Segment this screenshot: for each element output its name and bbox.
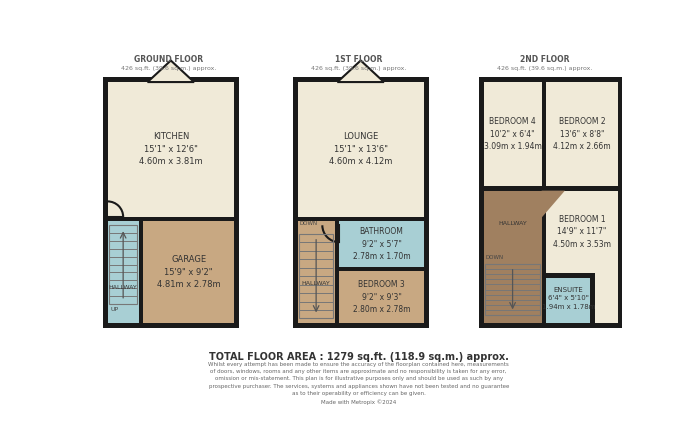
Bar (546, 273, 591, 323)
Text: HALLWAY: HALLWAY (302, 281, 330, 286)
Bar (335, 221, 339, 323)
Bar (546, 82, 617, 186)
Bar (485, 264, 540, 315)
Bar (293, 77, 428, 328)
Text: 2ND FLOOR: 2ND FLOOR (520, 55, 570, 63)
Text: BEDROOM 1
14'9" x 11'7"
4.50m x 3.53m: BEDROOM 1 14'9" x 11'7" 4.50m x 3.53m (553, 215, 611, 249)
Polygon shape (337, 60, 384, 82)
Bar (108, 221, 139, 323)
Bar (340, 271, 424, 323)
Bar (479, 186, 622, 191)
Text: KITCHEN
15'1" x 12'6"
4.60m x 3.81m: KITCHEN 15'1" x 12'6" 4.60m x 3.81m (139, 132, 202, 166)
Text: GROUND FLOOR: GROUND FLOOR (134, 55, 204, 63)
Text: 426 sq.ft. (39.6 sq.m.) approx.: 426 sq.ft. (39.6 sq.m.) approx. (121, 66, 216, 70)
Bar (484, 82, 542, 186)
Bar (484, 191, 542, 323)
Bar (103, 217, 239, 221)
Bar (298, 221, 335, 323)
Bar (108, 82, 234, 217)
Text: 1ST FLOOR: 1ST FLOOR (335, 55, 382, 63)
Text: DOWN: DOWN (486, 255, 504, 260)
Text: UP: UP (111, 307, 119, 312)
Bar (299, 234, 333, 319)
Text: DOWN: DOWN (300, 220, 318, 226)
Polygon shape (148, 60, 194, 82)
Text: 426 sq.ft. (39.6 sq.m.) approx.: 426 sq.ft. (39.6 sq.m.) approx. (311, 66, 407, 70)
Text: BEDROOM 3
9'2" x 9'3"
2.80m x 2.78m: BEDROOM 3 9'2" x 9'3" 2.80m x 2.78m (353, 280, 410, 314)
Text: Whilst every attempt has been made to ensure the accuracy of the floorplan conta: Whilst every attempt has been made to en… (209, 362, 509, 405)
Bar (546, 273, 591, 278)
Bar (144, 221, 234, 323)
Polygon shape (542, 191, 565, 217)
Bar (293, 217, 428, 221)
Text: HALLWAY: HALLWAY (498, 221, 527, 226)
Text: LOUNGE
15'1" x 13'6"
4.60m x 4.12m: LOUNGE 15'1" x 13'6" 4.60m x 4.12m (329, 132, 393, 166)
Text: 426 sq.ft. (39.6 sq.m.) approx.: 426 sq.ft. (39.6 sq.m.) approx. (497, 66, 592, 70)
Text: GARAGE
15'9" x 9'2"
4.81m x 2.78m: GARAGE 15'9" x 9'2" 4.81m x 2.78m (157, 255, 220, 289)
Bar (139, 221, 143, 323)
Bar (542, 191, 546, 323)
Bar (298, 82, 424, 217)
Bar (546, 191, 617, 323)
Bar (340, 221, 424, 267)
Bar (542, 82, 546, 186)
Text: BATHROOM
9'2" x 5'7"
2.78m x 1.70m: BATHROOM 9'2" x 5'7" 2.78m x 1.70m (353, 227, 410, 261)
Text: ENSUITE
6'4" x 5'10"
1.94m x 1.78m: ENSUITE 6'4" x 5'10" 1.94m x 1.78m (542, 286, 595, 310)
Bar (479, 77, 622, 328)
Bar (591, 273, 595, 323)
Text: TOTAL FLOOR AREA : 1279 sq.ft. (118.9 sq.m.) approx.: TOTAL FLOOR AREA : 1279 sq.ft. (118.9 sq… (209, 352, 509, 362)
Text: BEDROOM 2
13'6" x 8'8"
4.12m x 2.66m: BEDROOM 2 13'6" x 8'8" 4.12m x 2.66m (553, 117, 611, 151)
Bar (109, 225, 137, 304)
Text: BEDROOM 4
10'2" x 6'4"
3.09m x 1.94m: BEDROOM 4 10'2" x 6'4" 3.09m x 1.94m (484, 117, 542, 151)
Bar (340, 267, 424, 271)
Text: HALLWAY: HALLWAY (108, 285, 137, 290)
Bar (103, 77, 239, 328)
